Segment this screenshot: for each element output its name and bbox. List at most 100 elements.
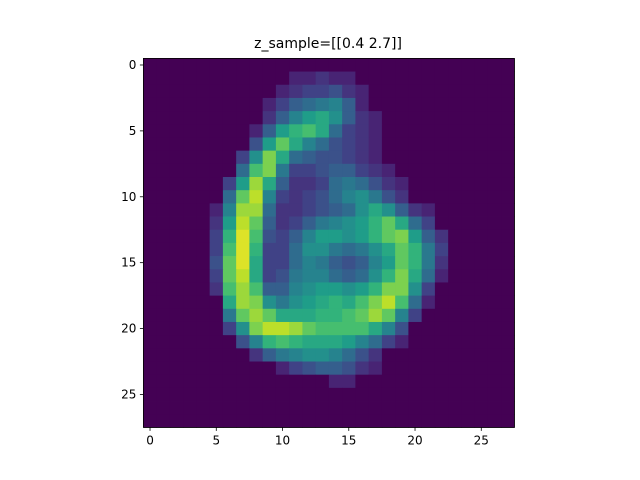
cell: [368, 190, 383, 204]
cell: [461, 414, 476, 428]
cell: [448, 216, 462, 231]
cell: [302, 256, 317, 270]
cell: [461, 295, 476, 310]
cell: [315, 163, 330, 178]
cell: [355, 124, 370, 138]
cell: [501, 308, 515, 323]
cell: [275, 163, 290, 178]
cell: [328, 256, 343, 270]
cell: [236, 401, 250, 415]
cell: [262, 97, 277, 112]
cell: [395, 203, 409, 217]
cell: [395, 163, 409, 178]
cell: [328, 137, 343, 152]
cell: [355, 242, 370, 257]
cell: [289, 216, 303, 231]
cell: [474, 348, 489, 362]
cell: [196, 190, 211, 204]
cell: [262, 58, 277, 72]
cell: [421, 242, 436, 257]
cell: [461, 97, 476, 112]
cell: [249, 387, 264, 402]
cell: [434, 190, 449, 204]
cell: [169, 308, 184, 323]
cell: [209, 387, 224, 402]
cell: [209, 361, 224, 376]
cell: [222, 163, 237, 178]
cell: [236, 84, 250, 99]
cell: [222, 295, 237, 310]
cell: [156, 387, 171, 402]
cell: [421, 348, 436, 362]
cell: [143, 335, 158, 349]
cell: [156, 203, 171, 217]
cell: [328, 177, 343, 191]
cell: [275, 387, 290, 402]
cell: [302, 124, 317, 138]
cell: [368, 269, 383, 283]
cell: [143, 414, 158, 428]
cell: [421, 295, 436, 310]
cell: [262, 308, 277, 323]
cell: [421, 71, 436, 86]
cell: [421, 335, 436, 349]
cell: [342, 84, 356, 99]
cell: [196, 177, 211, 191]
cell: [196, 71, 211, 86]
cell: [421, 414, 436, 428]
cell: [156, 177, 171, 191]
cell: [302, 348, 317, 362]
cell: [434, 229, 449, 244]
cell: [408, 71, 423, 86]
cell: [196, 295, 211, 310]
cell: [448, 282, 462, 297]
cell: [289, 361, 303, 376]
cell: [249, 58, 264, 72]
cell: [448, 401, 462, 415]
cell: [487, 216, 502, 231]
cell: [395, 58, 409, 72]
cell: [461, 203, 476, 217]
cell: [328, 374, 343, 389]
cell: [169, 282, 184, 297]
cell: [183, 150, 197, 165]
cell: [289, 401, 303, 415]
cell: [183, 229, 197, 244]
cell: [209, 203, 224, 217]
cell: [461, 124, 476, 138]
cell: [262, 282, 277, 297]
cell: [474, 190, 489, 204]
cell: [222, 321, 237, 336]
cell: [328, 190, 343, 204]
cell: [434, 256, 449, 270]
cell: [169, 269, 184, 283]
cell: [501, 242, 515, 257]
cell: [461, 308, 476, 323]
cell: [156, 321, 171, 336]
cell: [275, 216, 290, 231]
cell: [236, 282, 250, 297]
cell: [461, 84, 476, 99]
cell: [408, 242, 423, 257]
cell: [275, 58, 290, 72]
cell: [143, 387, 158, 402]
cell: [342, 335, 356, 349]
cell: [156, 84, 171, 99]
cell: [328, 163, 343, 178]
cell: [421, 256, 436, 270]
cell: [302, 414, 317, 428]
cell: [501, 401, 515, 415]
cell: [487, 137, 502, 152]
cell: [368, 401, 383, 415]
cell: [275, 295, 290, 310]
cell: [302, 190, 317, 204]
cell: [368, 414, 383, 428]
cell: [156, 124, 171, 138]
cell: [474, 111, 489, 125]
cell: [275, 282, 290, 297]
cell: [448, 387, 462, 402]
cell: [249, 177, 264, 191]
cell: [249, 203, 264, 217]
cell: [381, 203, 396, 217]
cell: [209, 124, 224, 138]
